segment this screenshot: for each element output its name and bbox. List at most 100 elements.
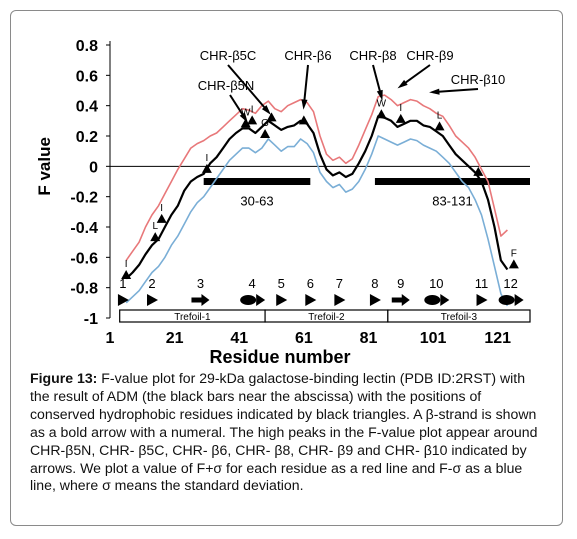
y-tick-label: -0.4 xyxy=(70,220,98,237)
residue-label: I xyxy=(125,259,128,270)
residue-label: G xyxy=(261,118,269,129)
chr-arrow-head xyxy=(376,89,383,101)
trefoil-label: Trefoil-2 xyxy=(308,312,345,323)
trefoil-label: Trefoil-3 xyxy=(441,312,478,323)
strand-number: 1 xyxy=(119,276,126,291)
chr-annotation: CHR-β9 xyxy=(406,48,453,63)
caption-text: F-value plot for 29-kDa galactose-bindin… xyxy=(30,370,538,494)
series-line-f-minus-sigma xyxy=(125,135,509,307)
chr-annotation: CHR-β8 xyxy=(349,48,396,63)
x-tick-label: 21 xyxy=(166,330,184,347)
residue-triangle xyxy=(298,115,309,125)
strand-number: 4 xyxy=(249,276,256,291)
strand-arrow xyxy=(369,294,381,306)
strand-number: 10 xyxy=(429,276,443,291)
residue-triangle xyxy=(376,109,387,119)
strand-arrow xyxy=(305,294,317,306)
trefoil-box xyxy=(387,309,531,323)
chr-arrow-head xyxy=(239,112,248,123)
strand-number: 2 xyxy=(148,276,155,291)
chr-arrow-head xyxy=(261,105,271,115)
strand-number: 12 xyxy=(503,276,517,291)
residue-label: L xyxy=(152,221,158,232)
residue-label: I xyxy=(399,103,402,114)
strand-number: 9 xyxy=(397,276,404,291)
f-value-chart: 0.80.60.40.20-0.2-0.4-0.6-0.8-11 21 41 61 81… xyxy=(35,38,531,367)
y-tick-label: 0.2 xyxy=(76,129,98,146)
strand-arrow xyxy=(256,294,266,306)
strand-arrow xyxy=(276,294,288,306)
chr-arrow-line xyxy=(302,64,309,106)
chr-annotation: CHR-β5N xyxy=(198,78,255,93)
strand-arrow xyxy=(391,294,410,306)
strand-arrow xyxy=(440,294,450,306)
chr-arrow-line xyxy=(227,64,270,113)
strand-oval xyxy=(240,295,257,305)
residue-label: I xyxy=(206,153,209,164)
trefoil-label: Trefoil-1 xyxy=(174,312,211,323)
series-line-f xyxy=(125,115,509,280)
figure-caption: Figure 13: F-value plot for 29-kDa galac… xyxy=(30,370,542,495)
adm-bar xyxy=(203,178,311,185)
residue-triangle xyxy=(266,112,277,122)
adm-bar-label: 83-131 xyxy=(432,194,472,209)
x-tick-label: 101 xyxy=(420,330,447,347)
x-tick-label: 41 xyxy=(230,330,248,347)
residue-triangle xyxy=(150,232,161,242)
chr-annotation: CHR-β5C xyxy=(200,48,257,63)
strand-arrow xyxy=(147,294,158,306)
y-tick-label: -0.2 xyxy=(70,190,98,207)
chr-annotation: CHR-β6 xyxy=(284,48,331,63)
x-tick-label: 61 xyxy=(295,330,313,347)
residue-triangle xyxy=(201,163,212,173)
y-tick-label: 0.4 xyxy=(76,99,98,116)
residue-triangle xyxy=(240,118,251,128)
y-tick-label: -0.8 xyxy=(70,281,98,298)
y-tick-label: 0.8 xyxy=(76,38,98,55)
strand-arrow xyxy=(334,294,346,306)
figure-frame xyxy=(10,10,563,526)
x-tick-label: 81 xyxy=(360,330,378,347)
residue-label: I xyxy=(160,203,163,214)
residue-triangle xyxy=(395,113,406,123)
residue-triangle xyxy=(156,213,167,223)
residue-label: I xyxy=(251,104,254,115)
residue-triangle xyxy=(247,115,258,125)
chr-arrow-head xyxy=(429,88,440,95)
strand-number: 5 xyxy=(278,276,285,291)
strand-number: 8 xyxy=(371,276,378,291)
x-axis-title: Residue number xyxy=(209,347,350,367)
residue-triangle xyxy=(121,270,132,280)
chr-arrow-line xyxy=(433,88,479,94)
strand-oval xyxy=(498,295,515,305)
chr-annotation: CHR-β10 xyxy=(451,72,505,87)
strand-arrow xyxy=(117,294,129,306)
y-tick-label: 0.6 xyxy=(76,68,98,85)
strand-number: 11 xyxy=(475,276,489,291)
residue-triangle xyxy=(473,166,484,176)
strand-number: 3 xyxy=(197,276,204,291)
residue-label: W xyxy=(377,98,387,109)
y-tick-label: -0.6 xyxy=(70,250,98,267)
residue-label: L xyxy=(437,110,443,121)
chr-arrow-head xyxy=(301,99,308,110)
x-tick-label: 121 xyxy=(484,330,511,347)
chr-arrow-head xyxy=(397,79,408,89)
y-tick-label: 0 xyxy=(89,159,98,176)
caption-label: Figure 13: xyxy=(30,370,98,386)
strand-number: 6 xyxy=(307,276,314,291)
strand-number: 7 xyxy=(336,276,343,291)
y-tick-label: -1 xyxy=(84,311,98,328)
adm-bar-label: 30-63 xyxy=(240,194,273,209)
residue-label: W xyxy=(241,107,251,118)
residue-triangle xyxy=(434,121,445,131)
strand-arrow xyxy=(514,294,524,306)
y-axis-title: F value xyxy=(35,137,54,196)
residue-label: F xyxy=(511,248,517,259)
residue-triangle xyxy=(260,129,271,138)
strand-arrow xyxy=(191,294,210,306)
strand-oval xyxy=(424,295,441,305)
x-tick-label: 1 xyxy=(106,330,115,347)
strand-arrow xyxy=(476,294,488,306)
series-line-f-plus-sigma xyxy=(125,94,508,261)
